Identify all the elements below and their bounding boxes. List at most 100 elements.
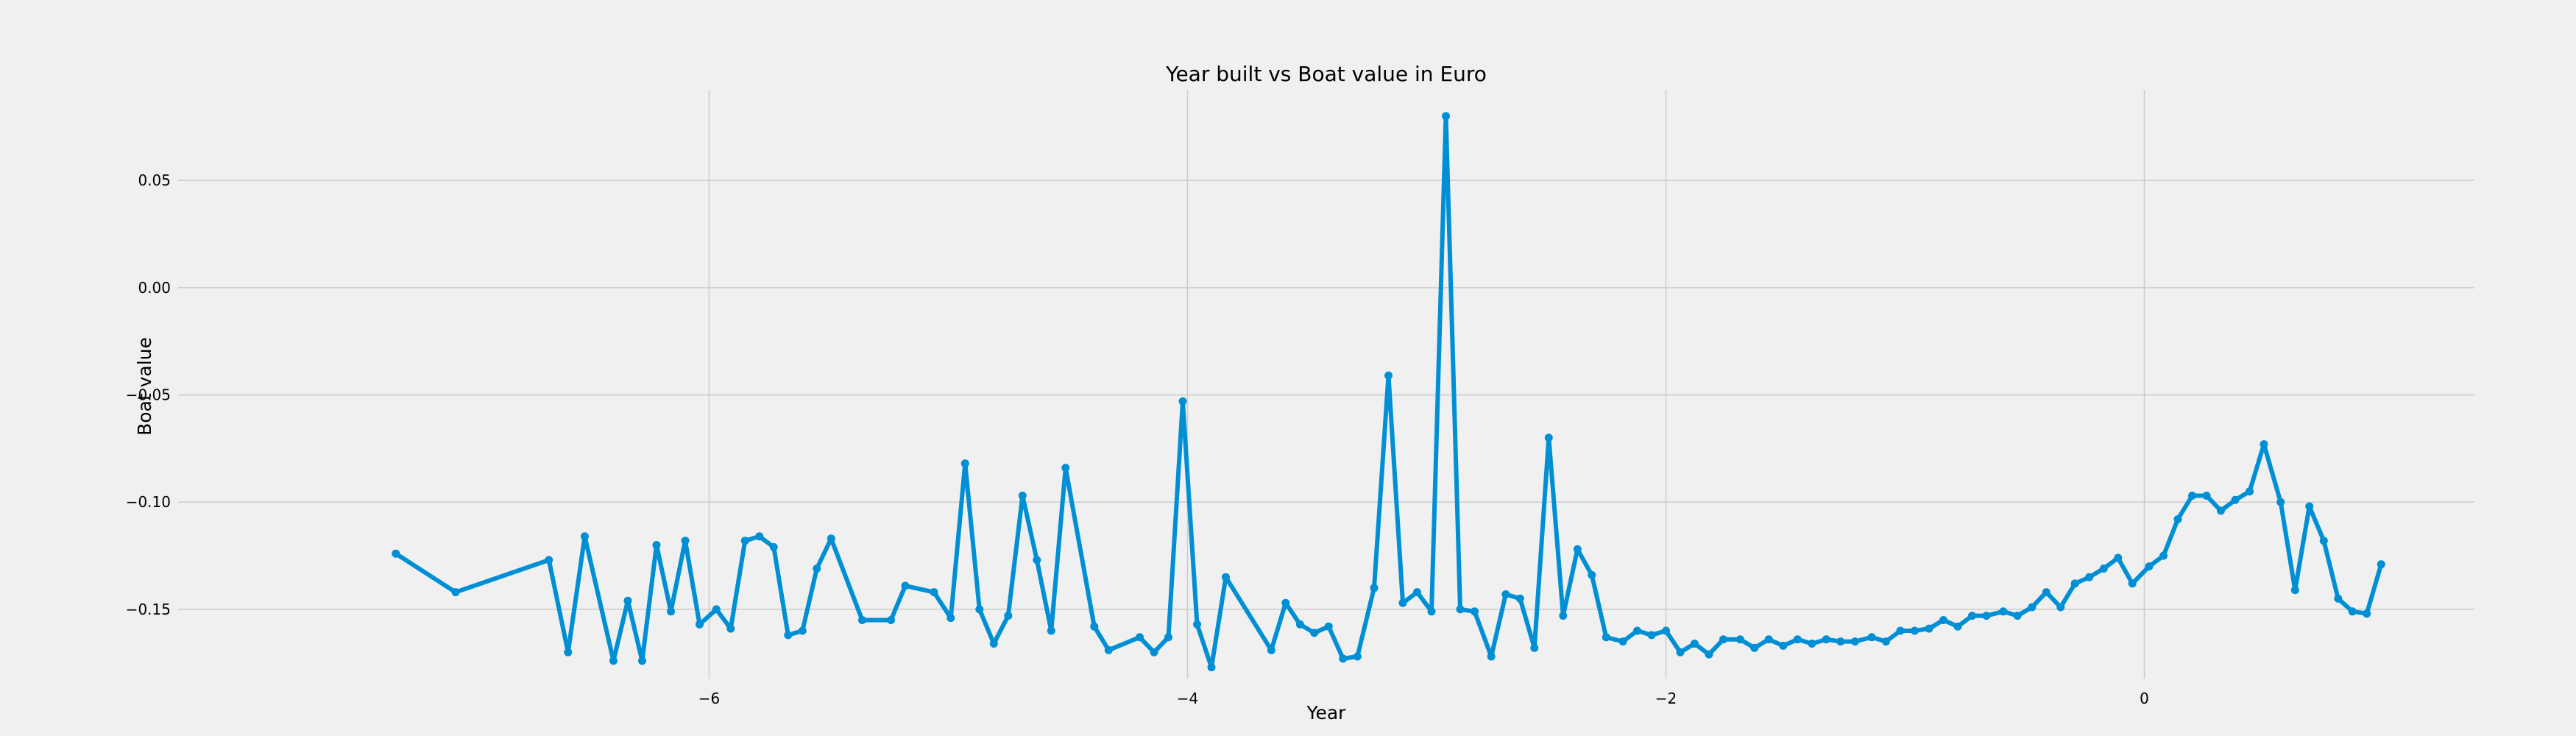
data-point	[1501, 590, 1510, 598]
data-point	[1999, 607, 2008, 616]
data-point	[1544, 434, 1553, 442]
data-point	[1033, 556, 1041, 565]
data-point	[1384, 371, 1393, 380]
x-tick-label: −2	[1655, 690, 1677, 707]
data-point	[2159, 551, 2168, 560]
data-point	[1193, 620, 1201, 629]
data-point	[1779, 641, 1788, 650]
data-point	[2042, 588, 2050, 597]
data-point	[1267, 645, 1275, 654]
x-axis-label: Year	[1306, 702, 1347, 723]
data-point	[1310, 629, 1319, 637]
data-point	[1222, 573, 1230, 581]
data-point	[652, 541, 661, 549]
data-point	[2260, 440, 2268, 449]
data-point	[1793, 635, 1802, 644]
data-point	[1808, 640, 1816, 648]
data-point	[1735, 635, 1744, 644]
data-point	[1018, 492, 1027, 500]
data-point	[1925, 624, 1933, 633]
data-point	[2290, 586, 2299, 595]
data-point	[1104, 645, 1113, 654]
x-tick-label: 0	[2140, 690, 2149, 707]
data-point	[1370, 584, 1379, 592]
data-point	[623, 596, 632, 605]
data-point	[2013, 612, 2022, 620]
data-point	[1559, 612, 1568, 620]
data-point	[564, 648, 573, 657]
data-point	[1633, 626, 1641, 635]
data-point	[2145, 562, 2154, 571]
data-point	[1911, 626, 1919, 635]
data-point	[2305, 502, 2314, 511]
data-point	[930, 588, 938, 597]
data-point	[1573, 545, 1582, 553]
data-point	[1676, 648, 1685, 657]
data-point	[2056, 603, 2065, 612]
data-point	[451, 588, 460, 597]
data-point	[1413, 588, 1421, 597]
data-point	[1004, 612, 1013, 620]
data-point	[887, 616, 895, 624]
data-point	[1719, 635, 1727, 644]
tick-labels: −6 −4 −2 0 −0.15 −0.10 −0.05 0.00 0.05	[126, 171, 2149, 707]
data-point	[1939, 616, 1947, 624]
data-point	[2246, 487, 2254, 496]
data-point	[975, 605, 984, 614]
data-point	[2173, 515, 2182, 523]
data-point	[1896, 626, 1905, 635]
data-point	[1515, 594, 1524, 603]
chart-title: Year built vs Boat value in Euro	[1165, 62, 1487, 86]
data-point	[798, 626, 807, 635]
data-point	[1822, 635, 1830, 644]
y-tick-label: 0.00	[138, 279, 171, 297]
data-point	[1456, 605, 1465, 614]
data-point	[2188, 492, 2196, 500]
y-tick-label: −0.10	[126, 493, 171, 511]
y-tick-label: −0.15	[126, 601, 171, 618]
data-point	[960, 459, 969, 468]
data-point	[1850, 637, 1859, 646]
series	[392, 112, 2385, 672]
data-point	[1281, 598, 1290, 607]
data-point	[1836, 637, 1845, 646]
data-point	[696, 620, 704, 629]
data-point	[2348, 607, 2357, 616]
y-tick-label: 0.05	[138, 171, 171, 189]
data-point	[712, 605, 721, 614]
data-point	[581, 532, 589, 541]
data-point	[813, 565, 821, 573]
data-point	[827, 534, 835, 543]
data-point	[1968, 612, 1976, 620]
data-point	[2319, 537, 2328, 545]
data-point	[1090, 622, 1099, 631]
data-point	[1691, 640, 1699, 648]
data-point	[1487, 652, 1496, 661]
data-point	[1602, 633, 1610, 642]
data-point	[1882, 637, 1890, 646]
data-point	[1867, 633, 1876, 642]
data-point	[667, 607, 675, 616]
data-point	[681, 537, 690, 545]
data-point	[1295, 620, 1304, 629]
data-point	[1061, 464, 1070, 473]
data-point	[2334, 594, 2343, 603]
data-point	[2028, 603, 2037, 612]
data-point	[1982, 612, 1991, 620]
data-point	[1398, 598, 1407, 607]
data-point	[1324, 622, 1333, 631]
data-point	[2377, 560, 2385, 569]
data-point	[1530, 643, 1539, 652]
data-point	[1705, 650, 1713, 659]
data-point	[1178, 397, 1187, 406]
data-point	[2276, 498, 2285, 506]
data-point	[1427, 607, 1436, 616]
data-point	[1662, 626, 1670, 635]
data-point	[1339, 654, 1348, 663]
data-point	[769, 542, 778, 551]
data-point	[2085, 573, 2094, 581]
data-point	[1442, 112, 1450, 121]
data-point	[1471, 607, 1479, 616]
